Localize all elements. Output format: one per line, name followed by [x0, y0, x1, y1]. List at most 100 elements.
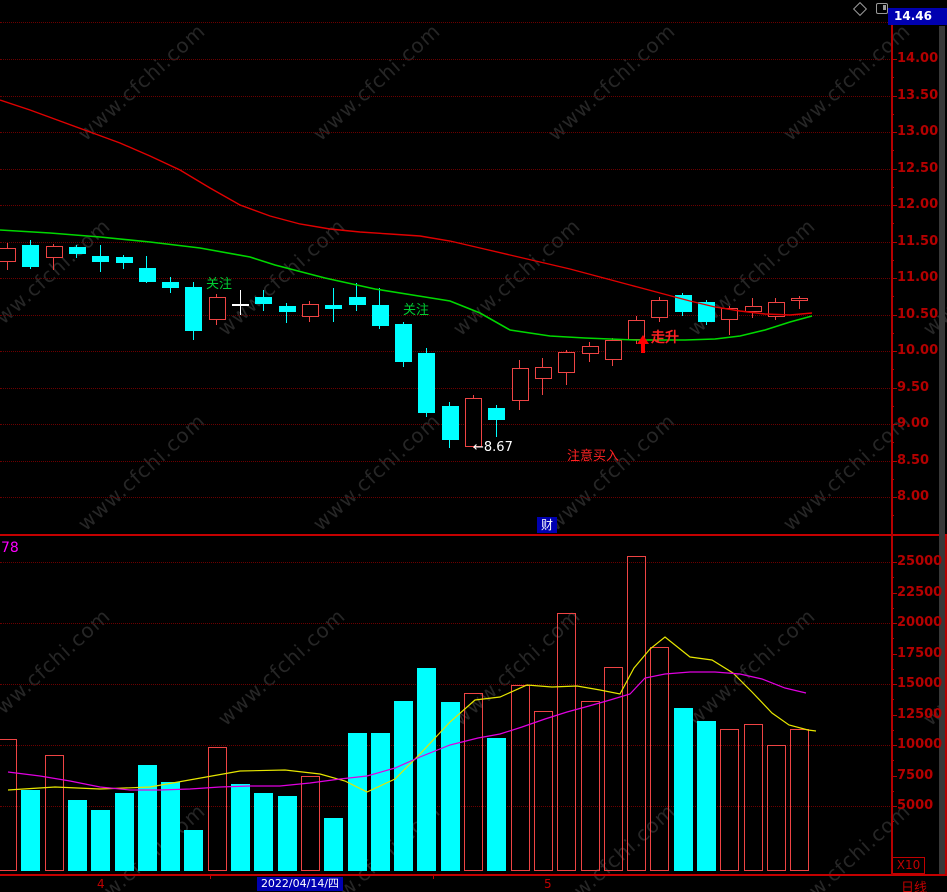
volume-axis-minor-tick: [891, 668, 894, 670]
price-axis-minor-tick: [891, 332, 894, 334]
volume-bar: [627, 555, 647, 871]
volume-axis-tick: [891, 592, 897, 594]
price-axis-label: 11.50: [897, 233, 939, 249]
price-gridline: [0, 497, 890, 498]
price-gridline: [0, 241, 890, 243]
candle: [348, 296, 366, 305]
volume-bar: [184, 830, 204, 871]
y-axis-border: [891, 25, 893, 875]
scrollbar[interactable]: [939, 26, 945, 874]
volume-bar: [720, 729, 740, 871]
candle: [558, 351, 576, 373]
price-axis-tick: [891, 241, 897, 243]
period-label[interactable]: 日线: [901, 881, 928, 892]
candle: [278, 306, 296, 312]
volume-axis-minor-tick: [891, 790, 894, 792]
volume-axis-tick: [891, 562, 897, 563]
price-axis-tick: [891, 497, 897, 498]
volume-scale-badge: X10: [892, 857, 925, 874]
price-axis-minor-tick: [891, 186, 894, 188]
volume-bar: [277, 796, 297, 871]
price-chart-pane[interactable]: [0, 0, 947, 536]
window-icon-fill: [883, 5, 886, 10]
time-axis[interactable]: 4 5 2022/04/14/四 日线: [0, 876, 947, 892]
volume-axis-minor-tick: [891, 577, 894, 579]
candle: [232, 303, 249, 306]
candle: [371, 305, 389, 327]
price-axis-minor-tick: [891, 442, 894, 444]
candle: [791, 297, 809, 301]
volume-ma-value-partial: 78: [1, 540, 19, 556]
volume-axis-right-border: [945, 536, 947, 875]
volume-gridline: [0, 623, 890, 624]
price-axis-label: 13.00: [897, 124, 939, 139]
watch-annotation-2: 关注: [403, 303, 430, 318]
volume-axis-tick: [891, 714, 897, 716]
candle: [511, 367, 529, 402]
volume-axis-label: 10000: [897, 737, 943, 752]
candle: [45, 245, 63, 258]
candle: [325, 305, 343, 310]
volume-axis-label: 15000: [897, 676, 943, 691]
price-gridline: [0, 387, 890, 389]
candle: [488, 407, 506, 420]
volume-axis-tick: [891, 684, 897, 685]
volume-bar: [67, 799, 87, 871]
volume-axis-label: 7500: [897, 767, 934, 783]
volume-axis-minor-tick: [891, 821, 894, 823]
price-axis-tick: [891, 351, 897, 352]
volume-bar: [300, 775, 320, 871]
price-axis-tick: [891, 59, 897, 60]
candle: [418, 353, 436, 414]
candle: [465, 397, 482, 447]
price-max-badge: 14.46: [888, 8, 947, 25]
candle: [534, 367, 552, 379]
volume-bar: [417, 668, 437, 871]
earnings-report-badge: 财: [537, 517, 557, 533]
price-axis-label: 13.50: [897, 87, 939, 103]
price-axis-label: 8.50: [897, 452, 930, 468]
price-axis-tick: [891, 278, 897, 279]
candle: [185, 286, 203, 331]
buy-signal-arrow-icon: [637, 335, 649, 353]
volume-bar: [91, 809, 111, 871]
volume-axis-tick: [891, 806, 897, 807]
price-axis-tick: [891, 314, 897, 316]
price-axis-label: 12.00: [897, 197, 939, 212]
price-gridline: [0, 132, 890, 133]
month-label-may: 5: [544, 877, 552, 891]
volume-bar: [790, 729, 810, 871]
volume-chart-pane[interactable]: [0, 536, 947, 874]
price-gridline: [0, 59, 890, 60]
candle-wick: [239, 289, 241, 316]
volume-bar: [743, 724, 763, 871]
candle: [22, 245, 40, 268]
volume-bar: [114, 792, 134, 871]
price-axis-minor-tick: [891, 515, 894, 517]
volume-bar: [697, 720, 716, 871]
candle: [651, 299, 669, 319]
price-axis-tick: [891, 168, 897, 170]
price-gridline: [0, 168, 890, 170]
volume-axis-minor-tick: [891, 729, 894, 731]
candle: [395, 323, 413, 362]
panel-divider: [0, 534, 947, 536]
volume-axis-label: 22500: [897, 584, 943, 600]
window-icon[interactable]: [876, 3, 888, 14]
price-axis-minor-tick: [891, 150, 894, 152]
volume-axis-tick: [891, 775, 897, 777]
volume-axis-tick: [891, 623, 897, 624]
price-axis-label: 11.00: [897, 270, 939, 285]
price-axis-tick: [891, 387, 897, 389]
buy-signal-label: 注意买入: [567, 449, 620, 464]
price-axis-label: 12.50: [897, 160, 939, 176]
candle: [674, 294, 692, 313]
candle: [92, 256, 110, 262]
volume-bar: [464, 692, 483, 871]
candle: [162, 281, 180, 289]
time-axis-divider: [0, 874, 947, 876]
volume-bar: [510, 685, 530, 871]
price-gridline: [0, 314, 890, 316]
candle: [698, 302, 715, 322]
